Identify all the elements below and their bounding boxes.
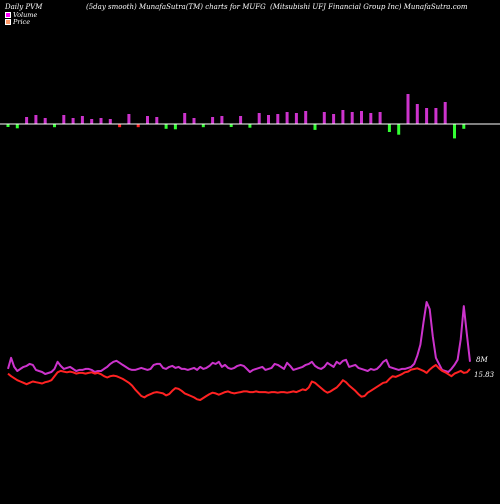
- volume-bar: [43, 118, 47, 124]
- volume-bar: [211, 117, 215, 124]
- volume-bar: [25, 117, 29, 124]
- volume-bar: [53, 124, 56, 128]
- legend-price: Price: [5, 18, 30, 26]
- header-left: Daily PVM: [5, 3, 43, 11]
- volume-bar: [220, 116, 224, 124]
- volume-bar: [90, 119, 94, 124]
- volume-bar: [108, 119, 112, 124]
- volume-bar: [360, 111, 363, 124]
- legend-volume: Volume: [5, 11, 37, 19]
- volume-line: [7, 301, 471, 375]
- volume-bar: [6, 124, 10, 127]
- volume-bar: [378, 112, 382, 124]
- volume-bar: [350, 112, 354, 124]
- volume-bar: [136, 124, 140, 128]
- volume-bar: [267, 115, 270, 124]
- legend-volume-label: Volume: [13, 11, 38, 19]
- volume-bar: [239, 116, 243, 124]
- volume-bar: [183, 113, 187, 124]
- volume-bar: [462, 124, 466, 129]
- volume-bar: [155, 117, 159, 124]
- volume-bar: [332, 114, 336, 124]
- volume-bar: [99, 118, 103, 124]
- volume-bar: [276, 114, 280, 124]
- legend-volume-swatch: [5, 12, 11, 18]
- volume-bar: [164, 124, 168, 129]
- series-lines: [7, 301, 471, 401]
- volume-bar: [341, 110, 345, 124]
- volume-bar: [397, 124, 401, 135]
- volume-bar: [406, 94, 410, 124]
- volume-bar: [248, 124, 252, 128]
- header-middle: (5day smooth) MunafaSutra(TM) charts for…: [86, 3, 266, 11]
- volume-bar: [387, 124, 391, 132]
- volume-bar: [229, 124, 233, 127]
- volume-bar: [62, 115, 66, 124]
- volume-bar: [313, 124, 317, 130]
- volume-bar: [146, 116, 149, 124]
- volume-bar: [80, 116, 84, 124]
- series-labels: 8M 15.83: [474, 356, 495, 379]
- volume-value-label: 8M: [476, 356, 488, 364]
- volume-bar: [369, 113, 373, 124]
- volume-bars: [6, 94, 466, 139]
- volume-bar: [322, 112, 326, 124]
- volume-bar: [192, 118, 196, 124]
- volume-bar: [34, 115, 38, 124]
- volume-bar: [304, 111, 308, 124]
- volume-bar: [127, 114, 131, 124]
- volume-bar: [453, 124, 456, 139]
- volume-bar: [71, 118, 75, 124]
- volume-bar: [443, 102, 447, 124]
- legend-price-swatch: [5, 19, 11, 25]
- volume-bar: [434, 108, 438, 124]
- volume-bar: [201, 124, 205, 128]
- volume-bar: [118, 124, 122, 128]
- legend-price-label: Price: [13, 18, 31, 26]
- volume-bar: [15, 124, 19, 129]
- volume-bar: [257, 113, 261, 124]
- volume-bar: [425, 108, 429, 124]
- price-value-label: 15.83: [474, 371, 495, 379]
- header-right: (Mitsubishi UFJ Financial Group Inc) Mun…: [270, 3, 468, 11]
- volume-bar: [294, 113, 298, 124]
- volume-bar: [285, 112, 289, 124]
- volume-bar: [173, 124, 177, 130]
- price-line: [7, 364, 471, 401]
- volume-bar: [415, 104, 419, 124]
